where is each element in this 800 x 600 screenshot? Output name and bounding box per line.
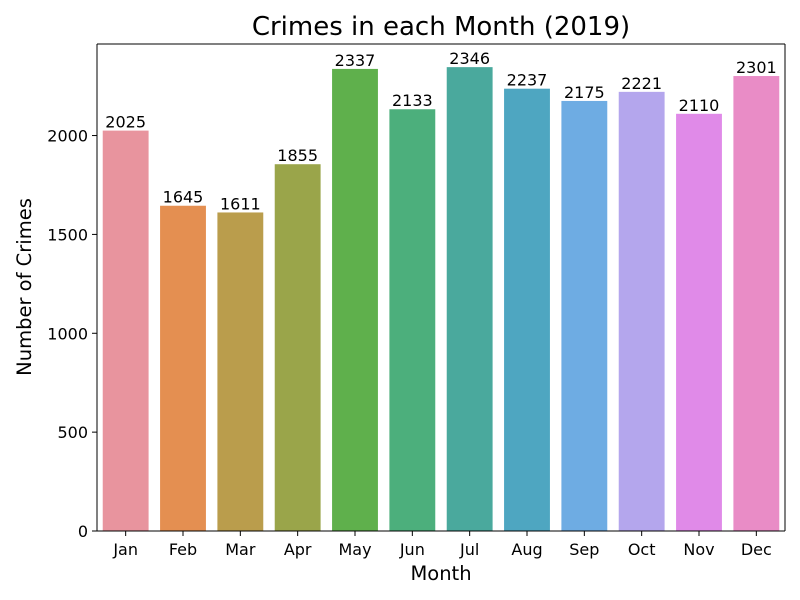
x-tick-label-dec: Dec [741, 540, 772, 559]
data-labels-group: 2025 1645 1611 1855 2337 2133 2346 2237 2175 2221… [105, 49, 776, 213]
data-label-jun: 2133 [392, 91, 433, 110]
chart-title: Crimes in each Month (2019) [252, 12, 630, 42]
x-tick-label-oct: Oct [628, 540, 656, 559]
bar-nov [676, 113, 722, 532]
axes-group [96, 43, 786, 532]
bar-oct [618, 91, 665, 531]
data-label-apr: 1855 [277, 146, 318, 165]
bar-sep [561, 100, 608, 531]
bar-jan [102, 130, 149, 532]
bar-dec [733, 76, 780, 531]
x-tick-label-feb: Feb [169, 540, 197, 559]
bar-aug [504, 88, 550, 531]
x-tick-label-jan: Jan [112, 540, 138, 559]
x-tick-label-sep: Sep [569, 540, 599, 559]
data-label-jan: 2025 [105, 113, 146, 132]
bar-jul [446, 67, 493, 532]
bar-may [332, 68, 378, 532]
bars-group [102, 67, 780, 532]
y-ticks-group: 0 500 1000 1500 2000 [47, 127, 97, 541]
data-label-may: 2337 [335, 51, 376, 70]
x-tick-label-jul: Jul [459, 540, 479, 559]
bar-feb [160, 205, 206, 531]
data-label-nov: 2110 [679, 96, 720, 115]
data-label-feb: 1645 [163, 188, 204, 207]
x-tick-label-may: May [338, 540, 371, 559]
x-tick-label-aug: Aug [511, 540, 542, 559]
x-tick-label-apr: Apr [284, 540, 312, 559]
x-ticks-group: Jan Feb Mar Apr May Jun Jul Aug Sep Oct Nov Dec [112, 531, 772, 559]
x-tick-label-jun: Jun [399, 540, 425, 559]
data-label-sep: 2175 [564, 83, 605, 102]
bar-mar [217, 212, 264, 532]
x-axis-title: Month [410, 562, 471, 585]
y-tick-label-1500: 1500 [47, 225, 88, 244]
bar-apr [274, 164, 321, 531]
y-tick-label-2000: 2000 [47, 127, 88, 146]
x-tick-label-mar: Mar [225, 540, 256, 559]
x-tick-label-nov: Nov [683, 540, 714, 559]
data-label-aug: 2237 [507, 71, 548, 90]
y-axis-title: Number of Crimes [13, 198, 36, 376]
y-tick-label-500: 500 [57, 423, 88, 442]
y-tick-label-0: 0 [78, 522, 88, 541]
data-label-dec: 2301 [736, 58, 777, 77]
y-tick-label-1000: 1000 [47, 324, 88, 343]
bar-jun [389, 109, 436, 531]
data-label-oct: 2221 [621, 74, 662, 93]
data-label-jul: 2346 [449, 49, 490, 68]
data-label-mar: 1611 [220, 194, 261, 213]
